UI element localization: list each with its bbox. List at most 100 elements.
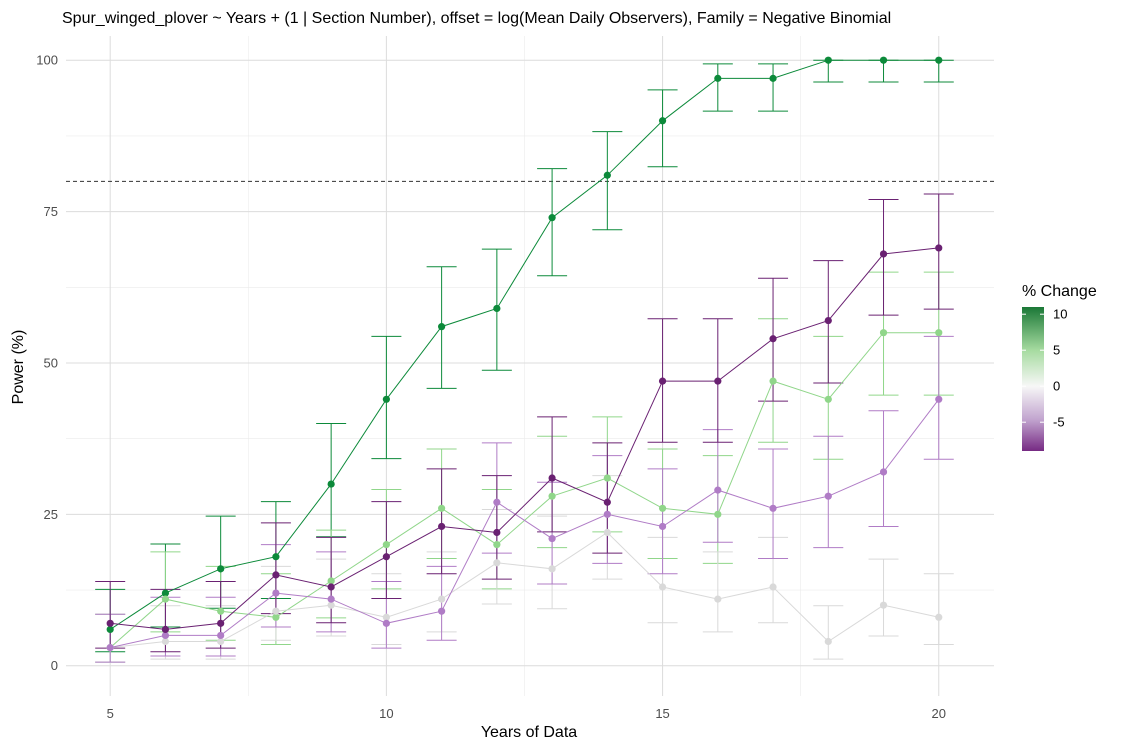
error-bar [868, 558, 899, 637]
data-point [824, 637, 832, 646]
data-point [438, 504, 446, 512]
error-bar [923, 573, 954, 646]
data-point [438, 323, 446, 331]
legend-ticks: 10 5 0 -5 [1022, 307, 1067, 430]
data-point [824, 395, 832, 403]
error-bar [813, 435, 844, 549]
series-line [110, 247, 939, 630]
data-point [161, 589, 170, 597]
error-bar [702, 63, 733, 112]
data-point [879, 250, 888, 258]
data-point [714, 486, 722, 494]
data-point [714, 510, 722, 518]
data-point [493, 304, 501, 313]
data-point [769, 74, 777, 82]
x-axis-ticks: 5 10 15 20 [107, 706, 946, 721]
data-point [327, 583, 335, 591]
data-point [161, 637, 170, 646]
x-tick-label: 5 [107, 706, 114, 721]
data-point [272, 613, 280, 621]
data-point [106, 643, 114, 652]
data-point [327, 577, 335, 585]
error-bar [813, 605, 844, 660]
data-point [327, 601, 335, 609]
data-point [382, 553, 390, 561]
y-tick-label: 0 [51, 658, 58, 673]
data-point [548, 565, 556, 573]
data-point [769, 377, 777, 385]
data-point [548, 214, 556, 222]
legend-colorbar [1022, 307, 1044, 451]
error-bar [537, 168, 568, 277]
data-point [493, 559, 501, 567]
legend-tick-label: -5 [1053, 415, 1065, 430]
data-point [658, 504, 667, 512]
data-point [879, 468, 888, 476]
data-point [658, 377, 667, 385]
data-point [879, 601, 888, 609]
series-line [110, 398, 940, 649]
minor-gridlines [66, 36, 994, 696]
data-point [272, 571, 280, 579]
data-point [824, 56, 832, 64]
legend-tick-label: 0 [1053, 379, 1060, 394]
data-point [382, 613, 390, 621]
data-point [935, 56, 943, 64]
data-point [217, 619, 225, 627]
data-point [658, 117, 667, 125]
error-bar [758, 448, 789, 560]
data-point [879, 56, 888, 64]
data-point [327, 595, 335, 603]
data-point [603, 498, 611, 506]
y-tick-label: 25 [44, 507, 58, 522]
data-point [493, 528, 501, 537]
data-point [935, 395, 943, 403]
data-point [438, 522, 446, 531]
data-point [879, 329, 888, 337]
data-point [769, 504, 777, 512]
data-point [106, 619, 114, 627]
data-point [382, 541, 390, 549]
data-point [272, 607, 280, 615]
data-point [382, 395, 390, 403]
data-point [217, 607, 225, 615]
error-bar [592, 131, 623, 231]
error-bar [758, 63, 789, 112]
chart-title: Spur_winged_plover ~ Years + (1 | Sectio… [62, 10, 891, 27]
data-point [935, 329, 943, 337]
error-bar [647, 468, 678, 575]
data-point [603, 171, 611, 179]
data-point [603, 528, 611, 537]
legend-tick-label: 5 [1053, 343, 1060, 358]
legend-tick-label: 10 [1053, 307, 1067, 322]
data-point [769, 583, 777, 591]
data-point [548, 492, 556, 500]
y-tick-label: 100 [36, 53, 58, 68]
x-tick-label: 15 [655, 706, 669, 721]
error-bar [702, 429, 733, 543]
data-point [824, 316, 832, 325]
data-point [438, 607, 446, 615]
error-bar [647, 89, 678, 168]
data-point [548, 474, 556, 482]
data-point [603, 474, 611, 482]
data-point [327, 480, 335, 488]
data-point [493, 541, 501, 549]
series-line [110, 531, 939, 649]
data-point [658, 583, 667, 591]
data-point [935, 613, 943, 621]
data-point [161, 625, 170, 633]
data-point [548, 534, 556, 543]
x-tick-label: 20 [932, 706, 946, 721]
data-point [658, 522, 667, 531]
series-line [109, 59, 939, 630]
data-point [714, 74, 722, 82]
error-bar [426, 565, 457, 641]
data-point [438, 595, 446, 603]
data-point [493, 498, 501, 506]
legend-title: % Change [1022, 283, 1097, 300]
color-legend: % Change 10 5 0 -5 [1022, 283, 1097, 451]
data-point [272, 589, 280, 597]
data-point [935, 244, 943, 252]
data-point [603, 510, 611, 518]
